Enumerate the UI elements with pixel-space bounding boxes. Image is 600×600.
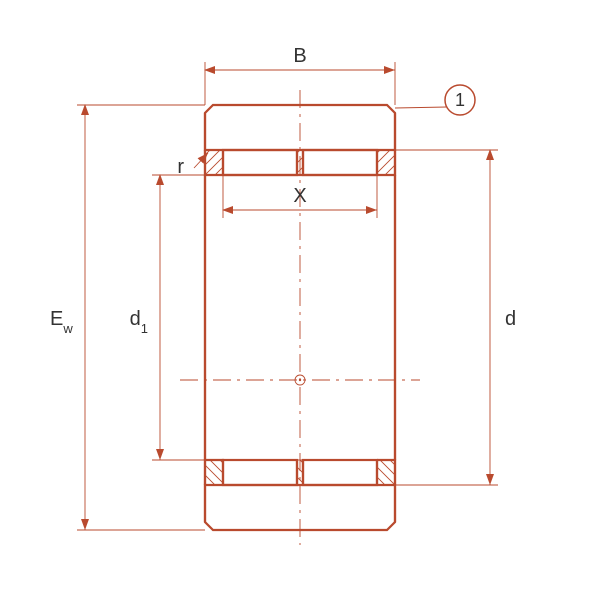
roller-upper-left: [223, 150, 297, 175]
label-d: d: [505, 308, 516, 330]
hatch-lower-left-ledge: [205, 460, 223, 485]
label-d1: d1: [130, 308, 148, 336]
callout-leader: [395, 107, 447, 108]
label-X: X: [293, 185, 306, 207]
diagram-svg: B X Ew d1 d r 1: [0, 0, 600, 600]
roller-lower-right: [303, 460, 377, 485]
roller-upper-right: [303, 150, 377, 175]
label-Ew: Ew: [50, 308, 73, 336]
hatch-lower-right-ledge: [377, 460, 395, 485]
hatch-upper-right-ledge: [377, 150, 395, 175]
bearing-diagram: B X Ew d1 d r 1: [0, 0, 600, 600]
label-r: r: [177, 156, 184, 178]
label-B: B: [293, 45, 306, 67]
callout-number: 1: [455, 90, 465, 110]
center-dot: [299, 379, 301, 381]
roller-lower-left: [223, 460, 297, 485]
